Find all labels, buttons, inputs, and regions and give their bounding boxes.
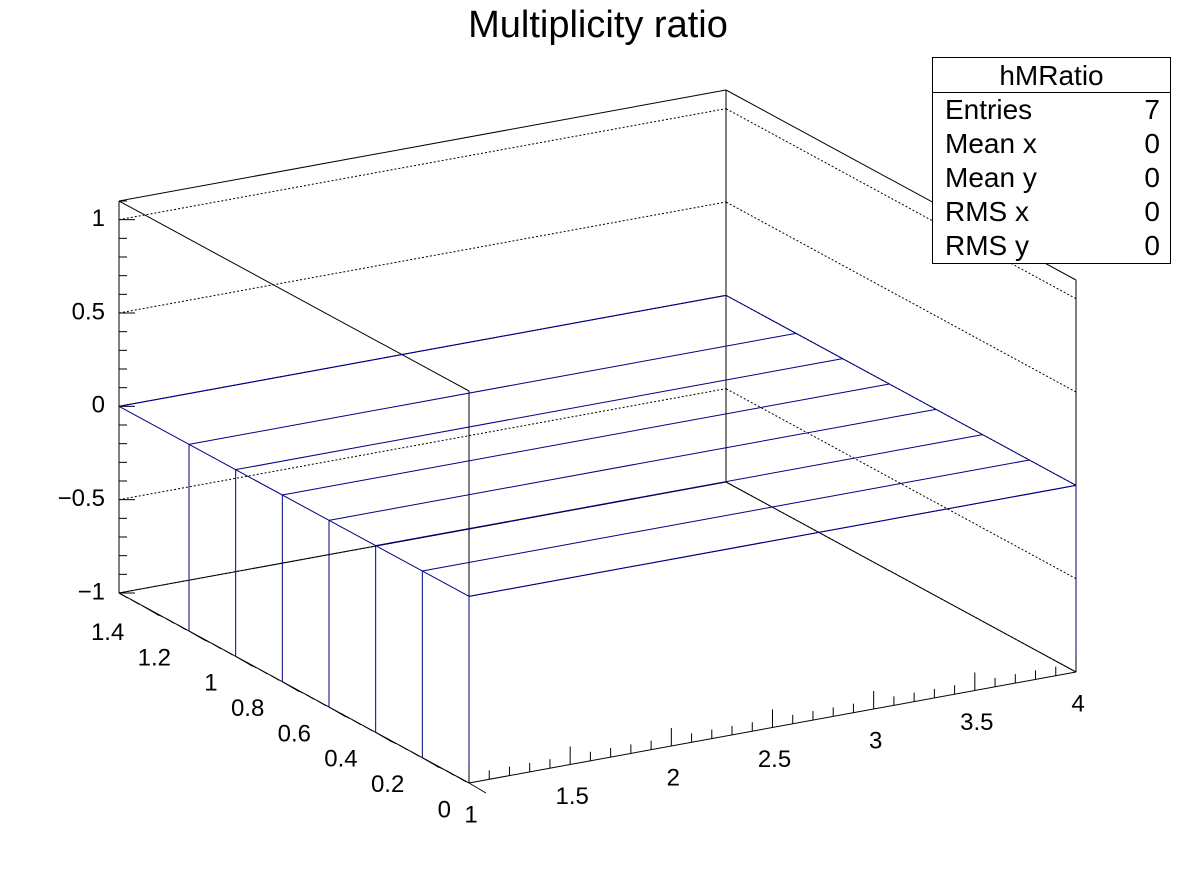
bar-edge bbox=[118, 294, 727, 407]
y-tick bbox=[142, 605, 160, 617]
bar-edge bbox=[422, 459, 1030, 572]
y-tick bbox=[223, 649, 233, 656]
bar-edge bbox=[375, 434, 983, 547]
y-tick bbox=[317, 700, 327, 707]
bar-edge bbox=[468, 484, 1077, 597]
z-tick-label: 0 bbox=[92, 392, 105, 419]
bar-edge bbox=[725, 294, 1077, 486]
y-tick bbox=[188, 630, 207, 642]
bar-edge bbox=[118, 405, 470, 597]
bar bbox=[119, 295, 796, 444]
stats-label: Mean x bbox=[945, 128, 1037, 159]
grid-line bbox=[118, 388, 727, 501]
x-tick-label: 4 bbox=[1071, 690, 1084, 717]
stats-box: hMRatio Entries 7 Mean x 0 Mean y 0 RMS x 0 RMS … bbox=[932, 57, 1171, 264]
x-tick-label: 1.5 bbox=[555, 783, 588, 810]
stats-row: Mean y 0 bbox=[933, 161, 1170, 195]
stats-label: Mean y bbox=[945, 162, 1037, 193]
stats-value: 0 bbox=[1144, 196, 1160, 227]
y-tick-label: 0.4 bbox=[324, 746, 357, 773]
y-tick-label: 0 bbox=[438, 796, 451, 823]
chart-title: Multiplicity ratio bbox=[468, 4, 728, 46]
x-tick-label: 2.5 bbox=[758, 746, 791, 773]
ticks-layer: −1 −0.5 0 0.5 1 1 1.5 2 2.5 3 3.5 4 0 0.2 0.4 0.6 0.8 1 1.… bbox=[58, 200, 1085, 828]
y-tick bbox=[445, 769, 455, 776]
y-tick bbox=[282, 681, 300, 693]
y-tick bbox=[177, 624, 187, 631]
y-tick bbox=[130, 598, 140, 605]
y-tick-label: 1 bbox=[204, 670, 217, 697]
y-tick bbox=[305, 693, 315, 700]
y-tick bbox=[398, 744, 408, 751]
y-tick bbox=[457, 776, 467, 783]
y-tick bbox=[258, 668, 268, 675]
grid-line bbox=[118, 201, 727, 314]
stats-label: Entries bbox=[945, 94, 1033, 125]
bar bbox=[329, 409, 983, 545]
y-tick bbox=[212, 643, 222, 650]
y-tick bbox=[422, 757, 440, 769]
x-tick-label: 3 bbox=[869, 727, 882, 754]
z-tick-label: 0.5 bbox=[72, 298, 105, 325]
bar-edge bbox=[188, 332, 797, 445]
y-tick-label: 0.2 bbox=[371, 771, 404, 798]
y-tick bbox=[352, 719, 362, 726]
y-tick bbox=[363, 725, 373, 732]
bar bbox=[422, 460, 1076, 596]
bar bbox=[376, 435, 1030, 571]
z-tick-label: −1 bbox=[78, 578, 105, 605]
stats-row: RMS x 0 bbox=[933, 195, 1170, 229]
y-tick bbox=[235, 655, 253, 667]
y-tick bbox=[468, 782, 487, 794]
stats-label: RMS y bbox=[945, 230, 1029, 261]
y-tick bbox=[328, 706, 347, 718]
x-tick-label: 1 bbox=[464, 801, 477, 828]
bars-layer bbox=[118, 294, 1077, 783]
y-tick bbox=[118, 592, 128, 599]
y-tick-label: 0.6 bbox=[278, 720, 311, 747]
y-tick bbox=[165, 617, 175, 624]
y-tick bbox=[270, 674, 280, 681]
bar-edge bbox=[328, 408, 937, 521]
y-tick bbox=[410, 750, 420, 757]
stats-value: 7 bbox=[1144, 94, 1160, 125]
y-tick-label: 1.4 bbox=[91, 619, 124, 646]
stats-value: 0 bbox=[1144, 128, 1160, 159]
grid-line bbox=[118, 108, 727, 221]
bar-edge bbox=[282, 383, 890, 496]
stats-row: Entries 7 bbox=[933, 93, 1170, 127]
frame-edge bbox=[725, 481, 1077, 673]
x-tick-label: 2 bbox=[667, 764, 680, 791]
bar-edge bbox=[235, 358, 843, 471]
y-tick bbox=[375, 731, 393, 743]
stats-value: 0 bbox=[1144, 162, 1160, 193]
z-tick-label: −0.5 bbox=[58, 485, 105, 512]
z-tick-label: 1 bbox=[92, 205, 105, 232]
frame-edge bbox=[118, 89, 727, 202]
y-tick-label: 0.8 bbox=[231, 695, 264, 722]
stats-label: RMS x bbox=[945, 196, 1029, 227]
x-tick-label: 3.5 bbox=[960, 709, 993, 736]
frame-edge bbox=[118, 200, 470, 392]
stats-row: Mean x 0 bbox=[933, 127, 1170, 161]
stats-value: 0 bbox=[1144, 230, 1160, 261]
bar bbox=[236, 359, 890, 495]
stats-row: RMS y 0 bbox=[933, 229, 1170, 263]
bar bbox=[189, 333, 843, 469]
stats-title: hMRatio bbox=[933, 58, 1170, 93]
y-tick-label: 1.2 bbox=[138, 644, 171, 671]
